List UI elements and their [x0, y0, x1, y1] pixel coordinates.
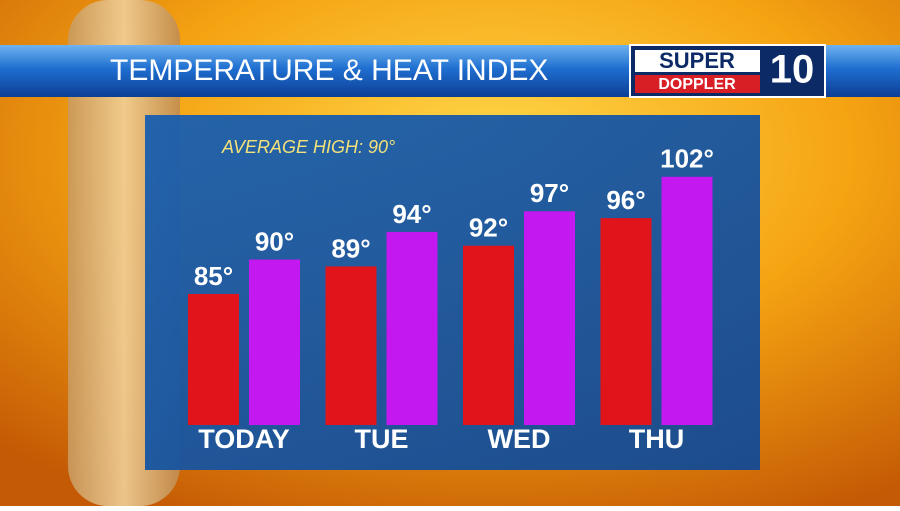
- chart-panel: [145, 115, 760, 470]
- chart-title: TEMPERATURE & HEAT INDEX: [110, 54, 548, 87]
- value-label: 94°: [392, 199, 431, 229]
- bar: [188, 294, 239, 425]
- value-label: 85°: [194, 261, 233, 291]
- bar: [524, 211, 575, 425]
- value-label: 97°: [530, 178, 569, 208]
- bar: [600, 218, 652, 425]
- bar: [463, 245, 514, 425]
- value-label: 96°: [606, 185, 645, 215]
- bar: [661, 176, 713, 425]
- logo-top-bg: [635, 50, 760, 72]
- value-label: 92°: [469, 213, 508, 243]
- x-tick-label: TUE: [355, 424, 409, 454]
- annotation: AVERAGE HIGH: 90°: [221, 137, 395, 157]
- x-tick-label: THU: [629, 424, 685, 454]
- x-tick-label: WED: [488, 424, 551, 454]
- bar: [249, 259, 300, 425]
- bar: [325, 266, 377, 425]
- logo-top: SUPER: [659, 48, 735, 73]
- logo-number: 10: [770, 48, 815, 92]
- logo-bottom-bg: [635, 75, 760, 93]
- logo-bottom: DOPPLER: [658, 76, 736, 93]
- bar: [386, 231, 438, 425]
- x-tick-label: TODAY: [198, 424, 290, 454]
- value-label: 90°: [255, 226, 294, 256]
- value-label: 89°: [331, 233, 370, 263]
- value-label: 102°: [660, 144, 714, 174]
